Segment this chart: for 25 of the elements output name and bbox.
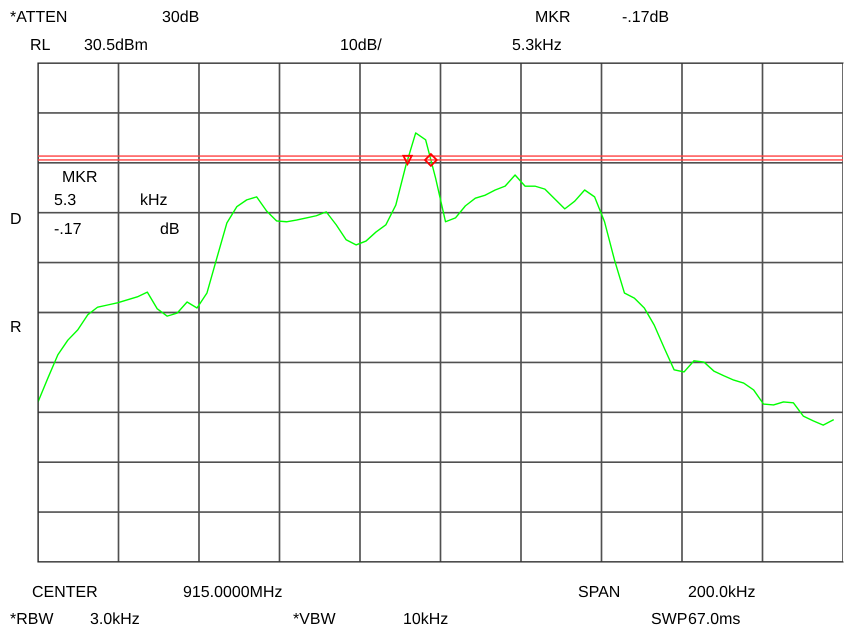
text: R [11,321,21,332]
text: D [11,213,21,224]
text: 30.5dBm [84,38,147,50]
text: *ATTEN [10,11,66,22]
text: 10kHz [404,612,448,624]
text: 3.0kHz [90,612,139,624]
text: 200.0kHz [688,585,755,598]
annotation: 5.3 [54,194,76,206]
text: 5.3kHz [512,38,561,50]
text: *RBW [10,613,54,624]
text: SPAN [578,586,620,598]
annotation: MKR [63,171,97,182]
text: 10dB/ [341,38,382,50]
text: -.17dB [622,10,668,22]
text: *VBW [293,613,336,624]
text: 915.0000MHz [184,586,282,598]
annotation: dB [160,222,179,234]
text: 67.0ms [688,612,740,624]
annotation: kHz [141,193,167,205]
text: CENTER [32,586,97,598]
text: RL [31,39,50,50]
text: 30dB [162,10,198,22]
annotation: -.17 [54,223,81,234]
text: MKR [536,11,570,22]
text: SWP [652,612,687,624]
